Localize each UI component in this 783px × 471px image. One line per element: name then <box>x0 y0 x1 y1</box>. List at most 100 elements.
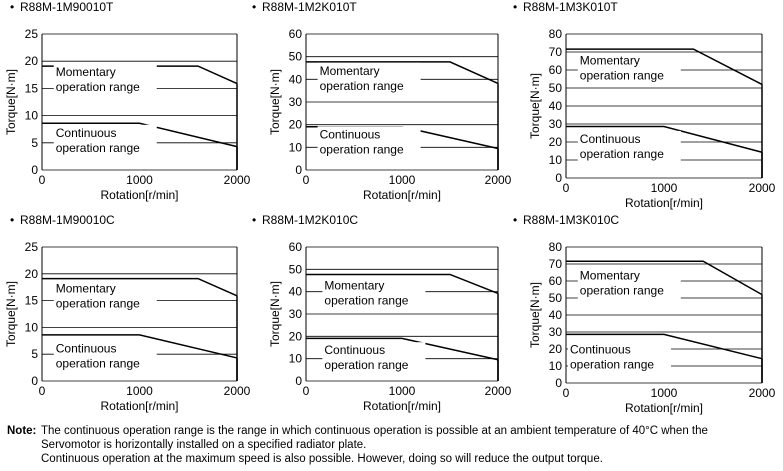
x-tick-label: 1000 <box>389 384 416 398</box>
y-tick-label: 50 <box>549 81 563 95</box>
x-tick-label: 2000 <box>749 386 776 400</box>
continuous-range-label: Continuous <box>56 126 117 140</box>
momentary-range-line <box>306 273 499 295</box>
y-tick-label: 60 <box>289 240 303 254</box>
momentary-range-label: Momentary <box>320 64 380 78</box>
x-tick-label: 0 <box>303 384 310 398</box>
y-tick-label: 60 <box>289 27 303 41</box>
y-tick-label: 0 <box>555 171 562 185</box>
y-axis-label: Torque[N·m] <box>528 73 542 139</box>
momentary-range-label: operation range <box>580 283 664 297</box>
y-tick-label: 30 <box>289 307 303 321</box>
chart-title: R88M-1M2K010T <box>262 0 357 14</box>
chart-title-bullet: • <box>513 0 517 14</box>
continuous-range-label: Continuous <box>580 132 641 146</box>
y-tick-label: 10 <box>289 140 303 154</box>
continuous-range-label: operation range <box>570 357 654 371</box>
momentary-range-label: operation range <box>56 80 140 94</box>
y-tick-label: 5 <box>31 136 38 150</box>
continuous-range-label: operation range <box>56 357 140 371</box>
x-axis-label: Rotation[r/min] <box>100 399 178 413</box>
annotation-background <box>568 341 671 374</box>
x-axis-label: Rotation[r/min] <box>363 188 441 202</box>
chart-title-bullet: • <box>10 213 14 227</box>
annotation-background <box>322 342 426 375</box>
momentary-range-label: operation range <box>320 79 404 93</box>
momentary-range-line <box>566 48 763 86</box>
y-axis-label: Torque[N·m] <box>268 69 282 135</box>
y-tick-label: 20 <box>289 329 303 343</box>
x-tick-label: 2000 <box>224 173 251 187</box>
y-tick-label: 40 <box>549 308 563 322</box>
note-line-1: The continuous operation range is the ra… <box>41 425 708 437</box>
x-axis-label: Rotation[r/min] <box>100 188 178 202</box>
x-tick-label: 1000 <box>126 173 153 187</box>
x-tick-label: 2000 <box>749 181 776 195</box>
y-tick-label: 20 <box>25 267 39 281</box>
x-tick-label: 0 <box>303 173 310 187</box>
momentary-range-label: Momentary <box>56 282 116 296</box>
y-tick-label: 30 <box>289 95 303 109</box>
y-tick-label: 0 <box>31 163 38 177</box>
x-axis-label: Rotation[r/min] <box>625 196 703 210</box>
momentary-range-label: Momentary <box>56 65 116 79</box>
y-tick-label: 70 <box>549 45 563 59</box>
x-tick-label: 2000 <box>224 384 251 398</box>
x-tick-label: 0 <box>39 173 46 187</box>
continuous-range-label: Continuous <box>56 342 117 356</box>
y-tick-label: 30 <box>549 325 563 339</box>
momentary-range-line <box>566 260 763 296</box>
y-tick-label: 0 <box>295 374 302 388</box>
momentary-range-label: operation range <box>56 297 140 311</box>
momentary-range-line <box>42 277 238 297</box>
y-tick-label: 50 <box>289 50 303 64</box>
momentary-range-label: Momentary <box>580 268 640 282</box>
continuous-range-label: Continuous <box>570 342 631 356</box>
y-tick-label: 25 <box>25 240 39 254</box>
x-tick-label: 2000 <box>485 384 512 398</box>
momentary-range-label: Momentary <box>580 54 640 68</box>
y-tick-label: 60 <box>549 63 563 77</box>
y-tick-label: 80 <box>549 27 563 41</box>
annotation-background <box>317 62 421 95</box>
annotation-background <box>53 340 157 373</box>
note-label: Note: <box>7 425 37 437</box>
x-tick-label: 0 <box>39 384 46 398</box>
x-tick-label: 0 <box>563 386 570 400</box>
y-tick-label: 15 <box>25 81 39 95</box>
continuous-range-label: Continuous <box>320 127 381 141</box>
x-tick-label: 1000 <box>126 384 153 398</box>
continuous-range-line <box>566 125 763 153</box>
chart-title: R88M-1M3K010T <box>523 0 618 14</box>
annotation-background <box>317 126 421 159</box>
annotation-background <box>577 52 681 85</box>
y-tick-label: 80 <box>549 240 563 254</box>
chart-title: R88M-1M3K010C <box>523 213 619 227</box>
y-tick-label: 70 <box>549 257 563 271</box>
y-tick-label: 60 <box>549 274 563 288</box>
y-tick-label: 15 <box>25 294 39 308</box>
continuous-range-label: operation range <box>580 147 664 161</box>
continuous-range-line <box>306 337 499 361</box>
y-tick-label: 20 <box>549 135 563 149</box>
y-axis-label: Torque[N·m] <box>268 281 282 347</box>
chart-title: R88M-1M2K010C <box>262 213 358 227</box>
annotation-background <box>53 124 157 157</box>
chart-title-bullet: • <box>252 0 256 14</box>
annotation-background <box>53 63 157 96</box>
annotation-background <box>322 277 426 310</box>
note-block: Note: The continuous operation range is … <box>7 424 779 466</box>
chart-title-bullet: • <box>10 0 14 14</box>
y-tick-label: 0 <box>555 376 562 390</box>
chart-title: R88M-1M90010C <box>20 213 115 227</box>
chart-title-bullet: • <box>513 213 517 227</box>
annotation-background <box>577 267 681 300</box>
continuous-range-line <box>42 122 238 148</box>
x-tick-label: 2000 <box>485 173 512 187</box>
x-tick-label: 0 <box>563 181 570 195</box>
y-tick-label: 40 <box>289 285 303 299</box>
annotation-background <box>53 280 157 313</box>
continuous-range-label: operation range <box>320 142 404 156</box>
y-tick-label: 50 <box>289 262 303 276</box>
y-tick-label: 50 <box>549 291 563 305</box>
